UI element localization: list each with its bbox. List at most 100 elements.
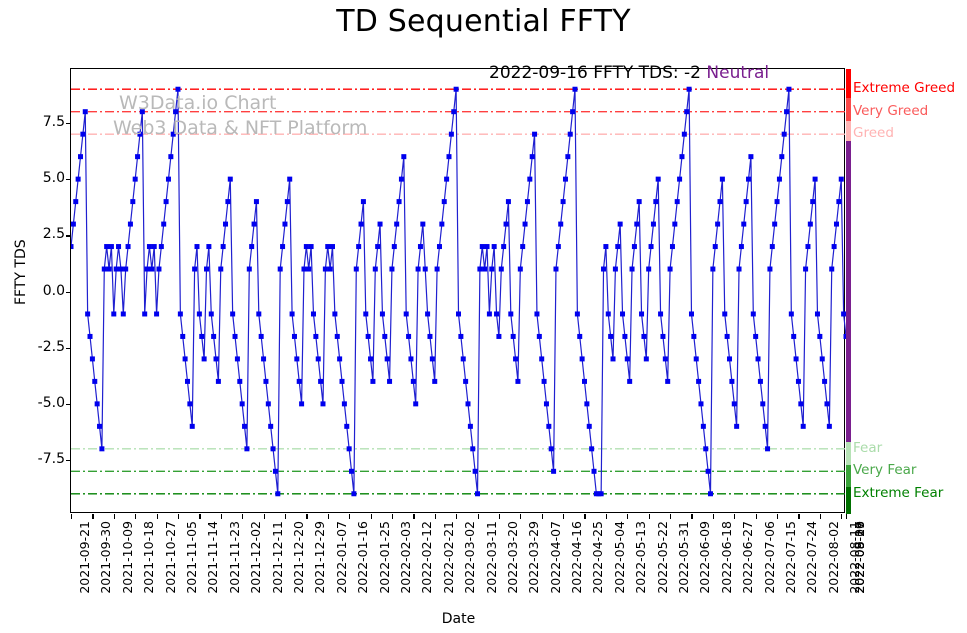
- data-point-marker: [382, 333, 388, 339]
- x-tick-label: 2022-06-18: [718, 521, 734, 594]
- data-point-marker: [73, 199, 79, 205]
- x-tick-label: 2022-02-03: [397, 521, 413, 594]
- data-point-marker: [843, 333, 846, 339]
- data-point-marker: [196, 311, 202, 317]
- data-point-marker: [608, 333, 614, 339]
- data-point-marker: [541, 378, 547, 384]
- data-point-marker: [225, 199, 231, 205]
- data-point-marker: [85, 311, 91, 317]
- data-point-marker: [256, 311, 262, 317]
- data-point-marker: [760, 401, 766, 407]
- data-point-marker: [451, 109, 457, 115]
- data-point-marker: [422, 266, 428, 272]
- data-point-marker: [187, 401, 193, 407]
- data-point-marker: [239, 401, 245, 407]
- data-point-marker: [301, 266, 307, 272]
- data-point-marker: [798, 401, 804, 407]
- data-point-marker: [534, 311, 540, 317]
- x-tick-mark: [648, 514, 650, 519]
- data-point-marker: [268, 423, 274, 429]
- data-point-marker: [344, 423, 350, 429]
- data-point-marker: [296, 378, 302, 384]
- data-point-marker: [406, 333, 412, 339]
- x-tick-mark: [819, 514, 822, 519]
- data-point-marker: [87, 333, 93, 339]
- data-point-marker: [284, 199, 290, 205]
- x-tick-mark: [327, 514, 329, 519]
- data-point-marker: [158, 244, 164, 250]
- zone-bar-segment-4: [846, 442, 851, 465]
- data-point-marker: [370, 378, 376, 384]
- data-point-marker: [703, 446, 709, 452]
- data-point-marker: [508, 311, 514, 317]
- data-point-marker: [125, 244, 131, 250]
- x-tick-label: 2022-01-25: [376, 521, 392, 594]
- x-tick-label: 2022-02-21: [440, 521, 456, 594]
- data-point-marker: [543, 401, 549, 407]
- x-tick-label: 2021-11-05: [183, 521, 199, 594]
- data-point-marker: [427, 333, 433, 339]
- x-tick-label: 2022-06-27: [740, 521, 756, 594]
- data-point-marker: [691, 333, 697, 339]
- data-point-marker: [368, 356, 374, 362]
- x-tick-label: 2022-05-22: [654, 521, 670, 594]
- data-point-marker: [173, 109, 179, 115]
- x-tick-mark: [670, 514, 672, 519]
- data-point-marker: [446, 154, 452, 160]
- data-point-marker: [781, 131, 787, 137]
- data-point-marker: [503, 221, 509, 227]
- data-point-marker: [520, 244, 526, 250]
- data-point-marker: [532, 131, 538, 137]
- data-point-marker: [303, 244, 309, 250]
- data-point-marker: [180, 333, 186, 339]
- data-point-marker: [743, 199, 749, 205]
- data-point-marker: [92, 378, 98, 384]
- data-point-marker: [746, 176, 752, 182]
- zone-bar-segment-2: [846, 120, 851, 141]
- series-line-ffty-tds: [71, 89, 846, 495]
- data-point-marker: [156, 266, 162, 272]
- data-point-marker: [139, 109, 145, 115]
- data-point-marker: [218, 266, 224, 272]
- x-tick-mark: [563, 514, 565, 519]
- data-point-marker: [208, 311, 214, 317]
- data-point-marker: [242, 423, 248, 429]
- data-point-marker: [762, 423, 768, 429]
- data-point-marker: [494, 311, 500, 317]
- data-point-marker: [584, 401, 590, 407]
- data-point-marker: [498, 266, 504, 272]
- plot-area: W3Data.io Chart Web3 Data & NFT Platform…: [13, 63, 955, 627]
- data-point-marker: [655, 176, 661, 182]
- data-point-marker: [146, 244, 152, 250]
- data-point-marker: [104, 244, 110, 250]
- data-point-marker: [265, 401, 271, 407]
- current-value-annotation: 2022-09-16 FFTY TDS: -2 Neutral: [489, 63, 769, 83]
- data-point-marker: [472, 468, 478, 474]
- data-point-marker: [736, 266, 742, 272]
- data-point-marker: [524, 199, 530, 205]
- x-tick-label: 2022-03-29: [526, 521, 542, 594]
- x-tick-label: 2021-10-27: [162, 521, 178, 594]
- data-point-marker: [168, 154, 174, 160]
- data-point-marker: [548, 446, 554, 452]
- data-point-marker: [458, 333, 464, 339]
- data-point-marker: [71, 221, 76, 227]
- data-point-marker: [562, 176, 568, 182]
- data-point-marker: [78, 154, 84, 160]
- data-point-marker: [641, 333, 647, 339]
- data-point-marker: [805, 244, 811, 250]
- data-point-marker: [631, 244, 637, 250]
- data-point-marker: [824, 401, 830, 407]
- x-tick-label: 2022-05-31: [676, 521, 692, 594]
- data-point-marker: [539, 356, 545, 362]
- x-tick-mark: [798, 514, 800, 519]
- data-point-marker: [396, 199, 402, 205]
- data-point-marker: [353, 266, 359, 272]
- data-point-marker: [719, 176, 725, 182]
- data-point-marker: [570, 109, 576, 115]
- data-point-marker: [482, 266, 488, 272]
- data-point-marker: [686, 86, 692, 92]
- data-point-marker: [456, 311, 461, 317]
- data-point-marker: [560, 199, 566, 205]
